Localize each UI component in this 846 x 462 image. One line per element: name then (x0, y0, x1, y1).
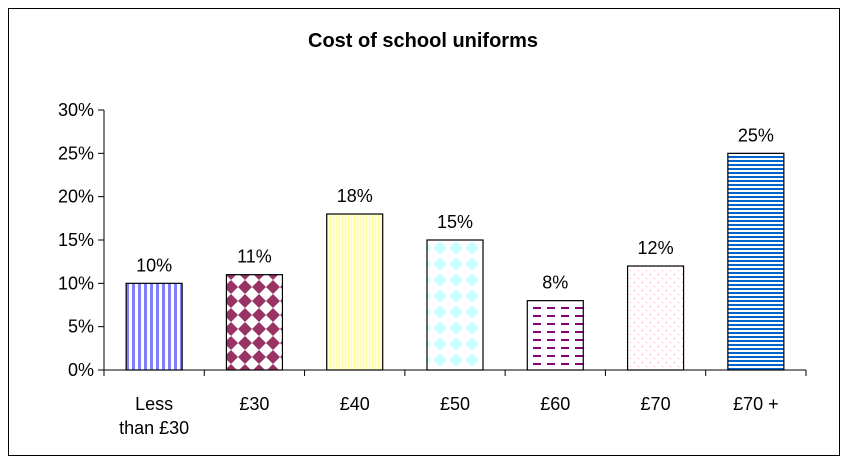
y-tick-label: 20% (58, 187, 94, 207)
x-tick-label: than £30 (119, 418, 189, 438)
bar (326, 213, 384, 371)
y-tick-label: 10% (58, 273, 94, 293)
bar (727, 152, 785, 371)
bar (426, 239, 484, 371)
y-tick-label: 25% (58, 143, 94, 163)
data-label: 8% (542, 273, 568, 293)
bar (626, 265, 685, 371)
x-tick-label: £50 (440, 394, 470, 414)
bar (225, 274, 284, 371)
data-label: 10% (136, 255, 172, 275)
x-tick-label: £30 (239, 394, 269, 414)
data-label: 18% (337, 186, 373, 206)
y-tick-label: 30% (58, 100, 94, 120)
data-label: 11% (237, 247, 272, 267)
x-tick-label: £70 (641, 394, 671, 414)
y-tick-label: 0% (68, 360, 94, 380)
chart-frame (8, 8, 840, 456)
bar (526, 300, 584, 371)
x-tick-label: £60 (540, 394, 570, 414)
y-tick-label: 5% (68, 317, 94, 337)
data-label: 25% (738, 125, 774, 145)
bar (125, 282, 183, 371)
x-tick-label: £70 + (733, 394, 779, 414)
chart-title: Cost of school uniforms (308, 30, 538, 52)
data-label: 12% (638, 238, 674, 258)
x-tick-label: £40 (340, 394, 370, 414)
data-label: 15% (437, 212, 473, 232)
x-tick-label: Less (135, 394, 173, 414)
y-tick-label: 15% (58, 230, 94, 250)
